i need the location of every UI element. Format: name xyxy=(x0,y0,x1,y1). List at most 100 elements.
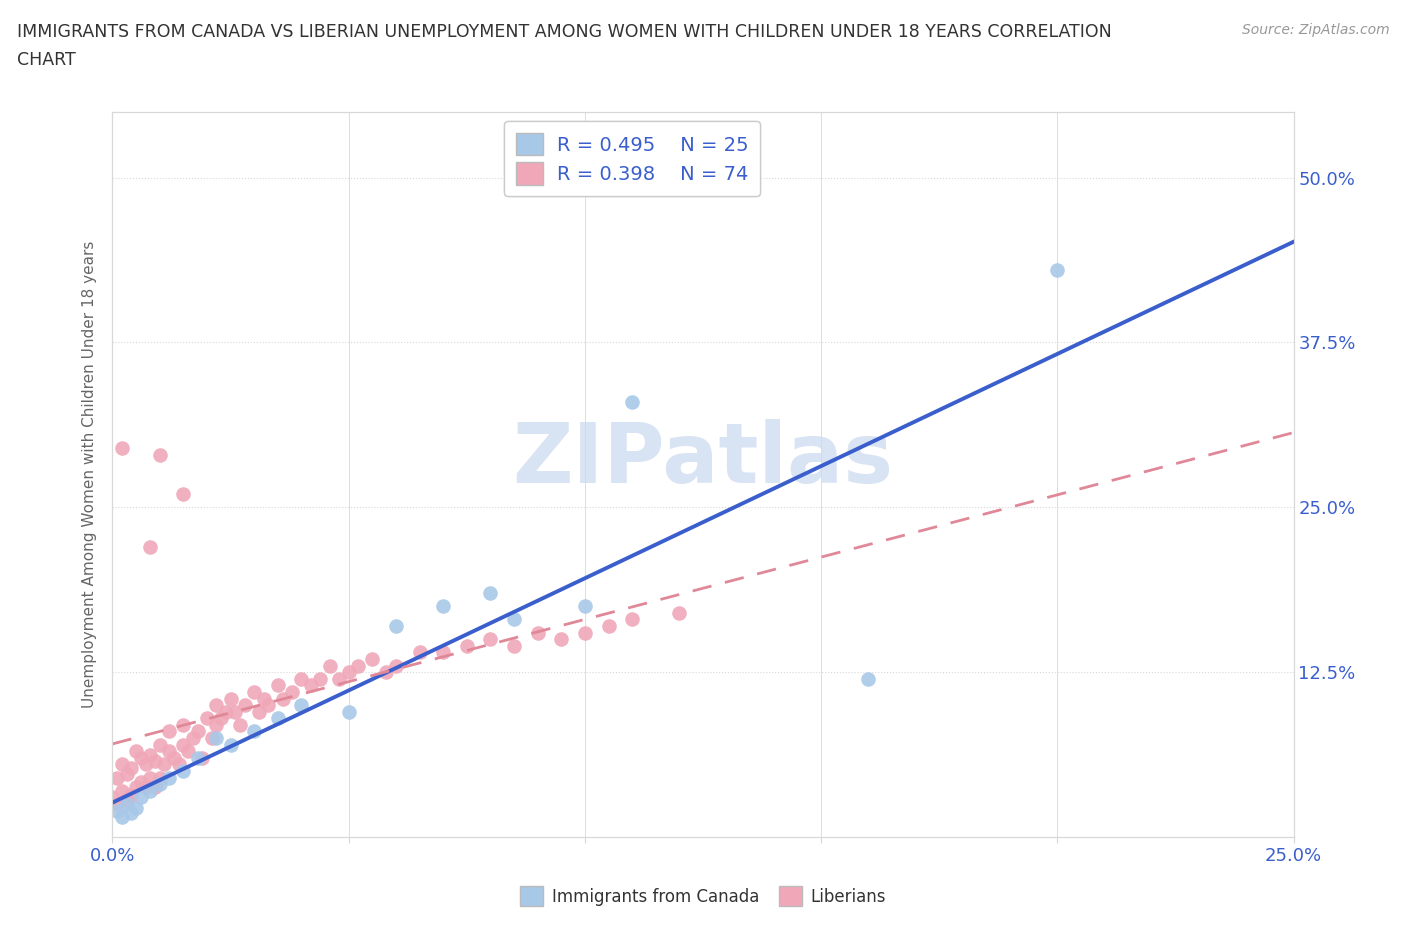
Point xyxy=(574,599,596,614)
Point xyxy=(432,644,454,659)
Point xyxy=(111,441,134,456)
Point xyxy=(267,711,290,725)
Point xyxy=(243,724,266,739)
Point xyxy=(181,731,204,746)
Point xyxy=(101,790,124,804)
Point xyxy=(299,678,322,693)
Point xyxy=(479,631,502,646)
Point xyxy=(574,625,596,640)
Point xyxy=(205,717,228,732)
Point xyxy=(111,757,134,772)
Point xyxy=(163,751,186,765)
Point xyxy=(598,618,620,633)
Point xyxy=(550,631,572,646)
Point xyxy=(267,678,290,693)
Point xyxy=(139,539,162,554)
Point xyxy=(205,731,228,746)
Point xyxy=(105,797,128,812)
Point xyxy=(219,737,242,752)
Point xyxy=(143,779,166,794)
Point xyxy=(186,724,208,739)
Point xyxy=(1046,262,1069,277)
Point xyxy=(290,671,312,686)
Point xyxy=(385,658,408,673)
Point xyxy=(149,737,172,752)
Point xyxy=(209,711,232,725)
Point xyxy=(111,783,134,798)
Point xyxy=(149,770,172,785)
Point xyxy=(224,704,246,719)
Point xyxy=(120,805,142,820)
Point xyxy=(479,586,502,601)
Legend: R = 0.495    N = 25, R = 0.398    N = 74: R = 0.495 N = 25, R = 0.398 N = 74 xyxy=(505,121,761,196)
Point xyxy=(337,704,360,719)
Text: Source: ZipAtlas.com: Source: ZipAtlas.com xyxy=(1241,23,1389,37)
Point xyxy=(139,770,162,785)
Text: ZIPatlas: ZIPatlas xyxy=(513,419,893,500)
Point xyxy=(172,486,194,501)
Point xyxy=(135,757,157,772)
Point xyxy=(186,751,208,765)
Y-axis label: Unemployment Among Women with Children Under 18 years: Unemployment Among Women with Children U… xyxy=(82,241,97,708)
Point xyxy=(858,671,880,686)
Legend: Immigrants from Canada, Liberians: Immigrants from Canada, Liberians xyxy=(513,880,893,912)
Point xyxy=(229,717,252,732)
Point xyxy=(172,737,194,752)
Point xyxy=(139,783,162,798)
Point xyxy=(120,761,142,776)
Point xyxy=(219,691,242,706)
Point xyxy=(191,751,214,765)
Point xyxy=(115,766,138,781)
Point xyxy=(309,671,332,686)
Point xyxy=(503,638,526,653)
Point xyxy=(621,612,644,627)
Point xyxy=(319,658,342,673)
Point xyxy=(149,777,172,791)
Point xyxy=(205,698,228,712)
Point xyxy=(456,638,478,653)
Point xyxy=(247,704,270,719)
Point xyxy=(177,744,200,759)
Point xyxy=(195,711,218,725)
Point xyxy=(172,717,194,732)
Point xyxy=(233,698,256,712)
Point xyxy=(253,691,276,706)
Point xyxy=(408,644,430,659)
Point xyxy=(375,665,398,680)
Point xyxy=(503,612,526,627)
Point xyxy=(139,748,162,763)
Point xyxy=(347,658,370,673)
Point xyxy=(115,797,138,812)
Point xyxy=(328,671,350,686)
Point xyxy=(337,665,360,680)
Point xyxy=(129,790,152,804)
Point xyxy=(157,770,180,785)
Point xyxy=(668,605,690,620)
Point xyxy=(157,744,180,759)
Point xyxy=(281,684,304,699)
Point xyxy=(125,779,148,794)
Point xyxy=(153,757,176,772)
Point xyxy=(526,625,548,640)
Point xyxy=(271,691,294,706)
Point xyxy=(129,774,152,789)
Point xyxy=(115,792,138,807)
Point xyxy=(120,788,142,803)
Point xyxy=(432,599,454,614)
Point xyxy=(257,698,280,712)
Text: CHART: CHART xyxy=(17,51,76,69)
Point xyxy=(215,704,238,719)
Point xyxy=(621,394,644,409)
Point xyxy=(385,618,408,633)
Point xyxy=(105,770,128,785)
Point xyxy=(243,684,266,699)
Point xyxy=(135,779,157,794)
Point xyxy=(157,724,180,739)
Point xyxy=(143,753,166,768)
Point xyxy=(201,731,224,746)
Point xyxy=(290,698,312,712)
Point xyxy=(105,804,128,818)
Point xyxy=(361,652,384,667)
Point xyxy=(167,757,190,772)
Point xyxy=(172,764,194,778)
